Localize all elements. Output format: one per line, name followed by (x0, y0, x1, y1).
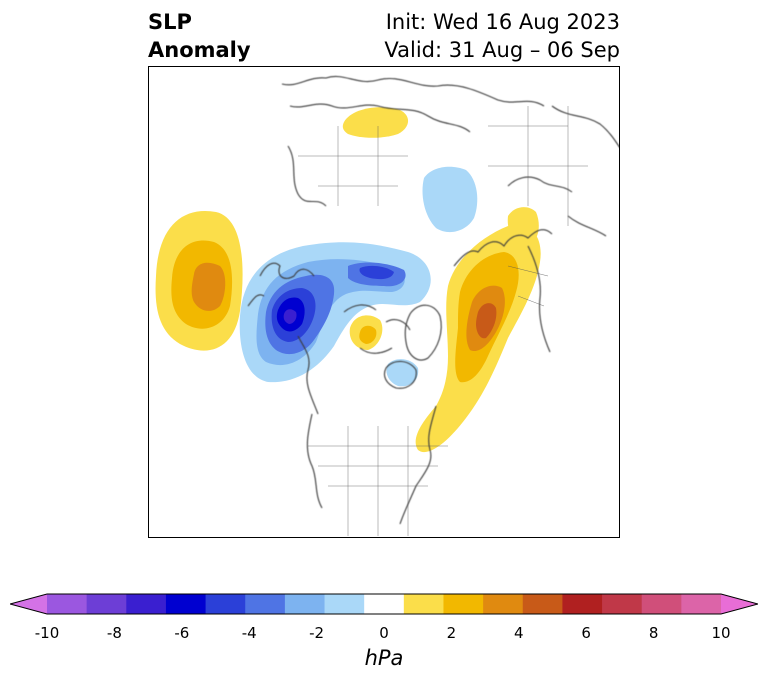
colorbar-tick-label: -10 (34, 624, 60, 642)
colorbar (10, 593, 758, 615)
colorbar-segment (483, 594, 524, 614)
scandinavia-high-anomaly (342, 107, 409, 138)
colorbar-segment (522, 594, 563, 614)
coastlines (247, 76, 620, 525)
colorbar-segment (641, 594, 682, 614)
colorbar-segment (165, 594, 207, 614)
valid-range: Valid: 31 Aug – 06 Sep (384, 38, 620, 62)
init-date: Init: Wed 16 Aug 2023 (385, 10, 620, 34)
colorbar-tick-label: 0 (379, 624, 389, 642)
colorbar-tick-label: -8 (106, 624, 122, 642)
colorbar-segment (205, 594, 246, 614)
colorbar-extend-max (721, 594, 758, 614)
colorbar-tick-label: -4 (241, 624, 257, 642)
colorbar-tick-label: 8 (648, 624, 659, 642)
colorbar-tick-label: 2 (446, 624, 457, 642)
colorbar-segment (126, 594, 167, 614)
canadian-arctic-high-anomaly (349, 315, 383, 350)
colorbar-segment (364, 594, 405, 614)
anomaly-map (148, 66, 620, 538)
colorbar-segment (562, 594, 603, 614)
colorbar-tick-label: 10 (711, 624, 731, 642)
colorbar-segment (324, 594, 365, 614)
colorbar-tick-label: 4 (514, 624, 524, 642)
colorbar-segment (602, 594, 643, 614)
title-line-1: SLP (148, 10, 192, 34)
colorbar-segment (86, 594, 127, 614)
colorbar-segment (47, 594, 88, 614)
colorbar-tick-label: -6 (174, 624, 190, 642)
colorbar-tick-label: -2 (309, 624, 325, 642)
map-title: SLP Anomaly (148, 8, 251, 64)
colorbar-segment (245, 594, 286, 614)
hudson-bay-low-anomaly (386, 359, 419, 387)
colorbar-segment (403, 594, 444, 614)
colorbar-extend-min (10, 594, 47, 614)
russia-low-anomaly (422, 166, 478, 233)
colorbar-segment (443, 594, 484, 614)
colorbar-outline (10, 593, 758, 615)
title-line-2: Anomaly (148, 38, 251, 62)
pacific-high-anomaly (155, 210, 243, 351)
colorbar-tick-label: 6 (581, 624, 591, 642)
colorbar-segment (681, 594, 722, 614)
colorbar-unit: hPa (364, 646, 404, 670)
forecast-dates: Init: Wed 16 Aug 2023 Valid: 31 Aug – 06… (384, 8, 620, 64)
political-borders (298, 106, 588, 536)
siberia-arctic-low-anomaly (239, 242, 431, 383)
atlantic-high-anomaly (415, 224, 541, 453)
colorbar-segment (284, 594, 326, 614)
